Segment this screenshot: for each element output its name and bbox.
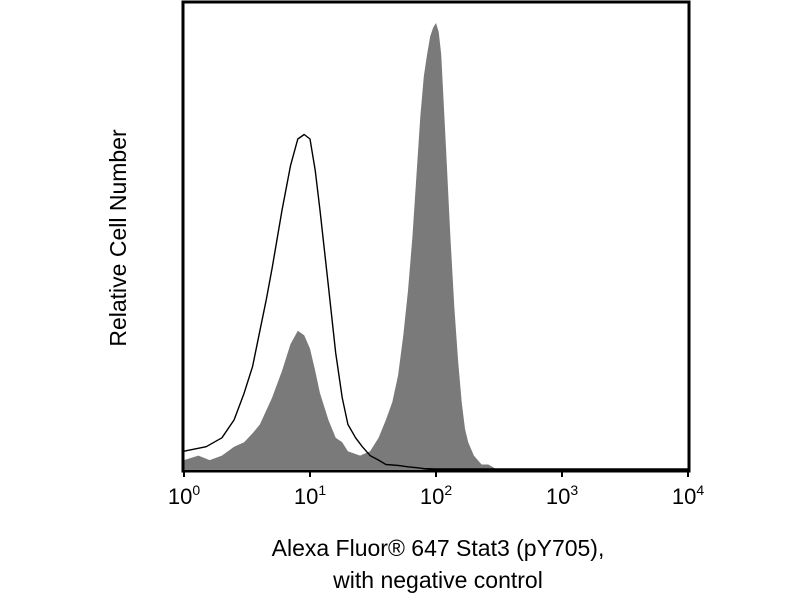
x-tick-label: 100 xyxy=(168,482,200,509)
x-axis-label-line-2: with negative control xyxy=(332,567,543,593)
y-axis-label: Relative Cell Number xyxy=(105,129,131,347)
plot-area xyxy=(183,23,688,470)
x-tick-label: 102 xyxy=(420,482,452,509)
x-tick-label: 101 xyxy=(294,482,326,509)
x-axis-ticks: 100 101 102 103 104 xyxy=(168,471,704,509)
control-histogram-outline xyxy=(183,133,688,470)
filled-histogram-series xyxy=(184,23,688,469)
x-tick-label: 104 xyxy=(672,482,704,509)
x-axis-label-line-1: Alexa Fluor® 647 Stat3 (pY705), xyxy=(272,535,605,561)
x-tick-label: 103 xyxy=(546,482,578,509)
